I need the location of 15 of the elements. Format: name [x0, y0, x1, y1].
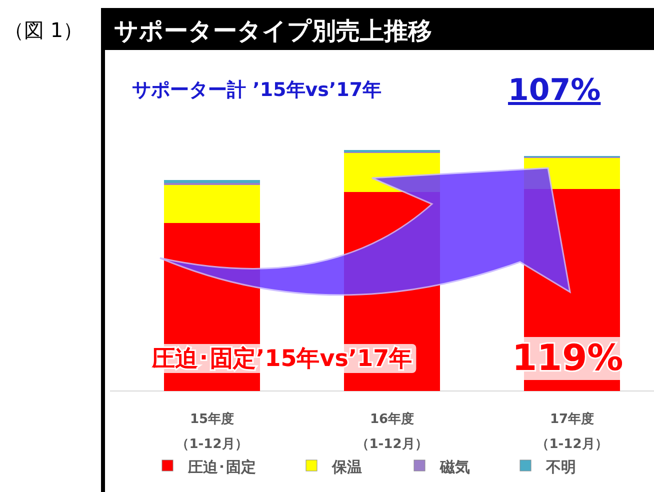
text: （図 1） — [4, 18, 84, 42]
legend-label: 不明 — [545, 458, 576, 476]
chart-title: サポータータイプ別売上推移 — [114, 17, 432, 45]
x-tick-label: 17年度（1-12月） — [536, 411, 608, 452]
annotation: 119% — [512, 338, 624, 379]
x-tick-label: 16年度（1-12月） — [356, 411, 428, 452]
legend-label: 保温 — [331, 458, 362, 476]
bar — [164, 184, 260, 224]
x-tick-label: 15年度（1-12月） — [176, 411, 248, 452]
bar — [164, 180, 260, 184]
legend-label: 磁気 — [439, 458, 470, 476]
text: 107% — [508, 73, 601, 108]
legend-label: 圧迫･固定 — [187, 458, 256, 476]
annotation: 圧迫･固定’15年vs’17年 — [151, 345, 412, 372]
text: サポーター計 ’15年vs’17年 — [132, 79, 382, 101]
